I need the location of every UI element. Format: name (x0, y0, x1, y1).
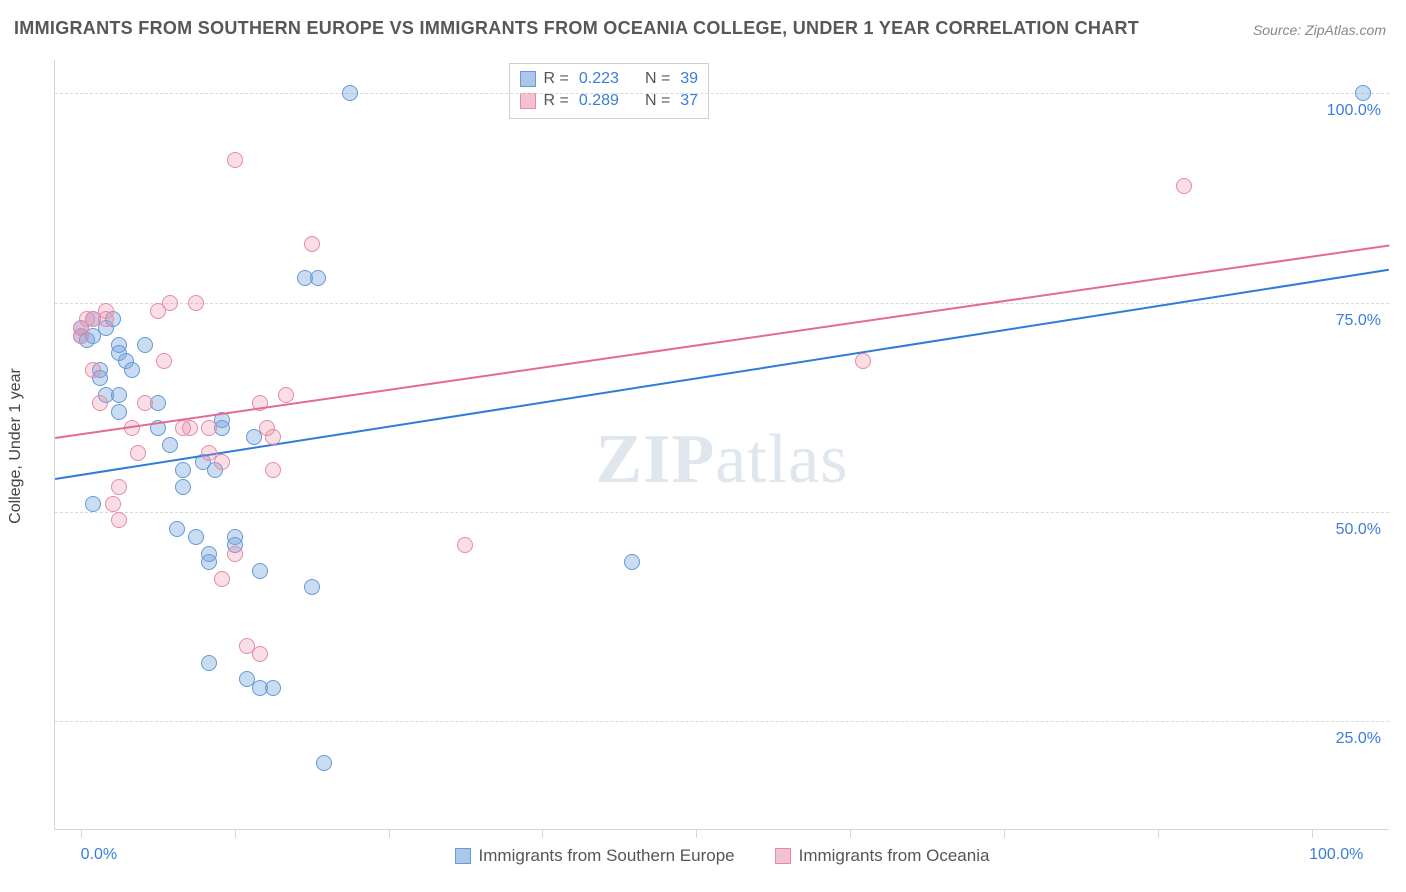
data-point (182, 420, 198, 436)
data-point (214, 454, 230, 470)
x-axis-line (55, 829, 1389, 830)
chart-title: IMMIGRANTS FROM SOUTHERN EUROPE VS IMMIG… (14, 18, 1139, 39)
legend-item: Immigrants from Oceania (775, 846, 990, 866)
y-tick-label: 25.0% (1336, 730, 1381, 748)
correlation-legend: R =0.223N =39R =0.289N =37 (509, 63, 710, 119)
x-tick (81, 830, 82, 838)
data-point (265, 429, 281, 445)
data-point (265, 680, 281, 696)
data-point (1355, 85, 1371, 101)
data-point (85, 496, 101, 512)
data-point (162, 437, 178, 453)
series-legend: Immigrants from Southern Europe Immigrant… (55, 846, 1389, 866)
legend-item: Immigrants from Southern Europe (455, 846, 735, 866)
watermark-rest: atlas (715, 421, 848, 498)
data-point (137, 337, 153, 353)
legend-swatch-icon (520, 71, 536, 87)
data-point (137, 395, 153, 411)
legend-swatch-icon (455, 848, 471, 864)
data-point (252, 563, 268, 579)
data-point (111, 512, 127, 528)
data-point (201, 655, 217, 671)
data-point (227, 546, 243, 562)
data-point (111, 404, 127, 420)
x-tick (696, 830, 697, 838)
x-tick-label: 0.0% (81, 846, 117, 864)
data-point (156, 353, 172, 369)
y-tick-label: 50.0% (1336, 521, 1381, 539)
data-point (342, 85, 358, 101)
source-attribution: Source: ZipAtlas.com (1253, 22, 1386, 38)
gridline (55, 721, 1389, 722)
watermark: ZIPatlas (596, 420, 849, 500)
data-point (265, 462, 281, 478)
data-point (310, 270, 326, 286)
x-tick (542, 830, 543, 838)
data-point (124, 362, 140, 378)
data-point (111, 387, 127, 403)
data-point (457, 537, 473, 553)
x-tick-label: 100.0% (1309, 846, 1363, 864)
x-tick (235, 830, 236, 838)
trend-line (55, 244, 1389, 438)
x-tick (389, 830, 390, 838)
y-tick-label: 100.0% (1327, 102, 1381, 120)
data-point (316, 755, 332, 771)
data-point (130, 445, 146, 461)
data-point (111, 479, 127, 495)
y-tick-label: 75.0% (1336, 312, 1381, 330)
watermark-bold: ZIP (596, 421, 716, 498)
data-point (169, 521, 185, 537)
x-tick (1004, 830, 1005, 838)
legend-series-label: Immigrants from Southern Europe (479, 846, 735, 866)
data-point (304, 236, 320, 252)
data-point (92, 395, 108, 411)
legend-swatch-icon (520, 93, 536, 109)
data-point (73, 328, 89, 344)
legend-n-label: N = (645, 68, 670, 90)
data-point (227, 152, 243, 168)
data-point (188, 529, 204, 545)
data-point (98, 303, 114, 319)
x-tick (1158, 830, 1159, 838)
legend-r-value: 0.223 (579, 68, 619, 90)
data-point (278, 387, 294, 403)
legend-row: R = 0.223 N = 39 (520, 68, 699, 90)
data-point (252, 646, 268, 662)
data-point (188, 295, 204, 311)
data-point (175, 479, 191, 495)
data-point (624, 554, 640, 570)
scatter-chart: ZIPatlas R =0.223N =39R =0.289N =37 Immi… (54, 60, 1389, 830)
data-point (1176, 178, 1192, 194)
data-point (105, 496, 121, 512)
legend-r-label: R = (544, 68, 569, 90)
data-point (304, 579, 320, 595)
legend-series-label: Immigrants from Oceania (799, 846, 990, 866)
legend-swatch-icon (775, 848, 791, 864)
data-point (162, 295, 178, 311)
gridline (55, 512, 1389, 513)
data-point (201, 420, 217, 436)
data-point (855, 353, 871, 369)
x-tick (850, 830, 851, 838)
data-point (201, 554, 217, 570)
data-point (85, 362, 101, 378)
data-point (214, 571, 230, 587)
x-tick (1312, 830, 1313, 838)
legend-n-value: 39 (680, 68, 698, 90)
gridline (55, 93, 1389, 94)
trend-line (55, 269, 1389, 480)
data-point (175, 462, 191, 478)
y-axis-label: College, Under 1 year (7, 368, 25, 524)
gridline (55, 303, 1389, 304)
